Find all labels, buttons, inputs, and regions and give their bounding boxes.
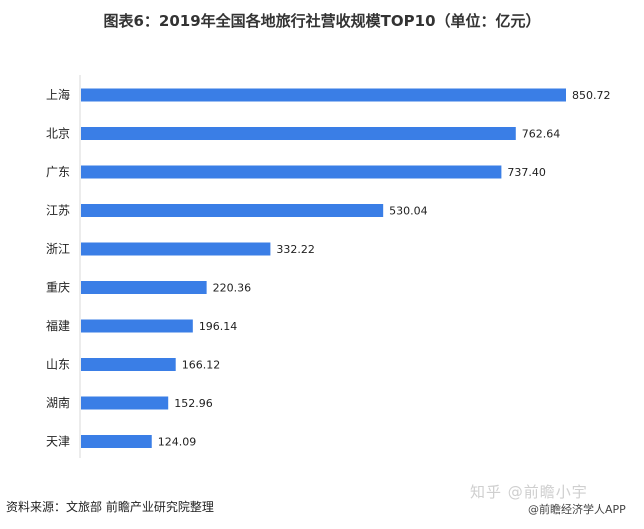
app-watermark: @前瞻经济学人APP: [528, 503, 626, 516]
category-label: 湖南: [46, 395, 70, 410]
category-label: 上海: [46, 87, 70, 102]
bar: [81, 127, 516, 140]
category-label: 山东: [46, 358, 70, 372]
bar: [81, 242, 271, 256]
bar: [81, 319, 193, 333]
source-note: 资料来源：文旅部 前瞻产业研究院整理: [6, 500, 214, 514]
value-label: 737.40: [507, 166, 545, 179]
value-label: 220.36: [213, 282, 252, 295]
value-label: 166.12: [182, 359, 221, 372]
category-label: 浙江: [46, 242, 70, 256]
bar-series: 上海 850.72 北京 762.64 广东 737.40 江苏 530.04 浙江 332.22…: [46, 87, 611, 449]
chart-title: 图表6：2019年全国各地旅行社营收规模TOP10（单位：亿元）: [103, 12, 541, 30]
category-label: 重庆: [46, 281, 70, 295]
bar: [81, 396, 169, 410]
category-label: 广东: [46, 165, 70, 179]
bar: [81, 204, 384, 217]
bar: [81, 165, 502, 179]
bar: [81, 281, 207, 294]
value-label: 152.96: [174, 397, 213, 410]
value-label: 196.14: [199, 320, 238, 333]
bar: [81, 88, 566, 102]
value-label: 530.04: [389, 205, 428, 218]
value-label: 762.64: [522, 128, 561, 141]
category-label: 江苏: [46, 204, 70, 218]
category-label: 北京: [46, 127, 70, 141]
zhihu-watermark: 知乎 @前瞻小宇: [470, 483, 588, 501]
bar: [81, 435, 152, 448]
category-label: 天津: [46, 435, 70, 449]
value-label: 850.72: [572, 89, 611, 102]
value-label: 124.09: [158, 436, 197, 449]
bar: [81, 358, 176, 371]
value-label: 332.22: [276, 243, 315, 256]
category-label: 福建: [46, 318, 70, 333]
